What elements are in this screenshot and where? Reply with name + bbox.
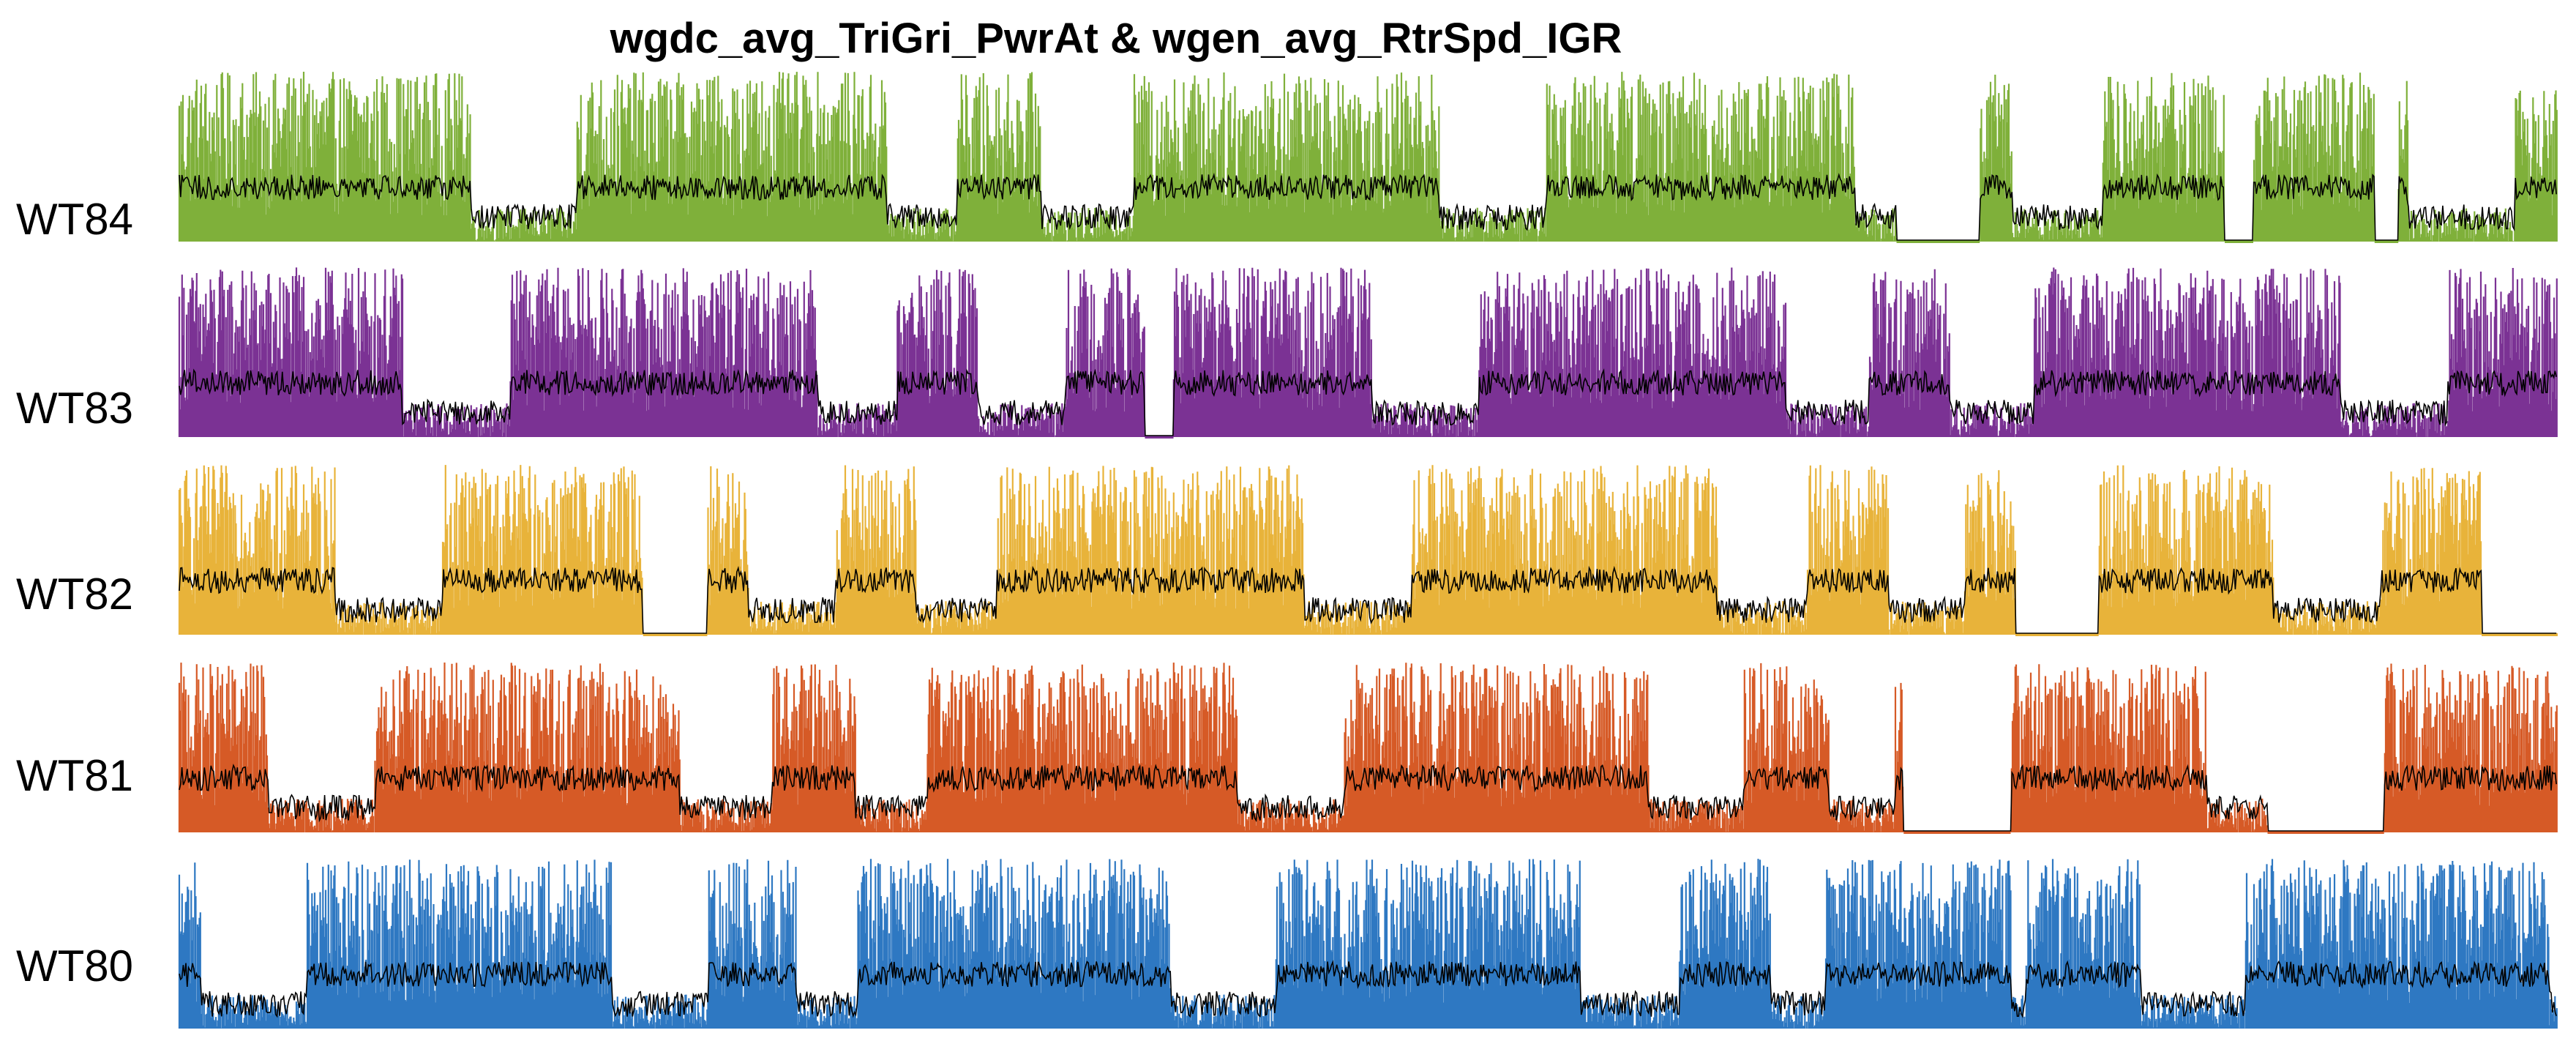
turbine-label: WT80 [16,941,133,991]
strip-wt80: WT80 [16,859,2558,1029]
rotor-speed-series-wt80 [179,960,2557,1018]
power-series-wt82 [178,465,2482,635]
rotor-speed-series-wt84 [179,172,2557,241]
turbine-label: WT83 [16,384,133,433]
power-series-wt83 [178,267,2558,437]
rotor-speed-series-wt82 [179,565,2557,634]
turbine-label: WT82 [16,570,133,619]
turbine-label: WT81 [16,751,133,800]
power-series-wt84 [178,72,2558,242]
strip-wt81: WT81 [16,663,2558,834]
strip-wt84: WT84 [16,72,2558,244]
strip-wt83: WT83 [16,267,2558,439]
rotor-speed-series-wt83 [179,368,2557,436]
turbine-label: WT84 [16,195,133,244]
power-series-wt81 [178,663,2558,832]
strip-wt82: WT82 [16,465,2558,636]
plot-area: WT84 WT83 WT82 WT81 WT80 [16,72,2558,1029]
rotor-speed-series-wt81 [179,763,2557,832]
chart-title: wgdc_avg_TriGri_PwrAt & wgen_avg_RtrSpd_… [610,15,1622,62]
